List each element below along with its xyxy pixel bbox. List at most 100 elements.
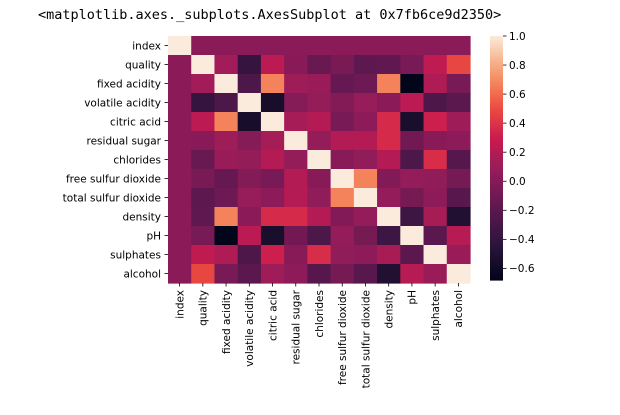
- column-label: free sulfur dioxide: [337, 290, 349, 385]
- heatmap-cell: [284, 36, 308, 56]
- column-label: pH: [407, 290, 419, 305]
- colorbar-segment: [490, 257, 503, 261]
- heatmap-cell: [260, 36, 285, 56]
- colorbar-tick-label: 0.4: [509, 118, 526, 130]
- colorbar-segment: [490, 269, 503, 273]
- heatmap-cells: [168, 36, 471, 284]
- heatmap-cell: [446, 131, 471, 151]
- colorbar-segment: [490, 107, 503, 110]
- heatmap-cell: [446, 36, 471, 56]
- colorbar-segment: [490, 54, 503, 57]
- heatmap-cell: [168, 188, 192, 208]
- column-label: index: [174, 290, 186, 319]
- heatmap-cell: [423, 245, 448, 265]
- heatmap-cell: [400, 36, 425, 56]
- heatmap-cell: [353, 245, 378, 265]
- colorbar-segment: [490, 97, 503, 100]
- heatmap-cell: [214, 207, 239, 227]
- heatmap-cell: [400, 226, 425, 246]
- colorbar-segment: [490, 84, 503, 88]
- colorbar-segment: [490, 74, 503, 78]
- heatmap-cell: [377, 93, 401, 113]
- heatmap-cell: [446, 169, 471, 189]
- colorbar-segment: [490, 90, 503, 94]
- column-label: volatile acidity: [244, 290, 256, 367]
- colorbar-segment: [490, 174, 503, 177]
- colorbar-segment: [490, 231, 503, 234]
- heatmap-cell: [214, 150, 239, 170]
- colorbar-segment: [490, 99, 503, 102]
- row-label: sulphates: [110, 249, 161, 261]
- heatmap-cell: [307, 55, 332, 75]
- heatmap-cell: [353, 74, 378, 94]
- colorbar-segment: [490, 119, 503, 122]
- colorbar-tick-label: −0.6: [509, 263, 535, 275]
- heatmap-cell: [168, 150, 192, 170]
- colorbar-segment: [490, 139, 503, 143]
- colorbar-segment: [490, 247, 503, 251]
- colorbar-segment: [490, 66, 503, 70]
- colorbar-segment: [490, 143, 503, 147]
- heatmap-cell: [400, 150, 425, 170]
- heatmap-cell: [260, 207, 285, 227]
- heatmap-cell: [377, 264, 401, 284]
- heatmap-cell: [260, 245, 285, 265]
- colorbar-segment: [490, 208, 503, 212]
- colorbar-segment: [490, 206, 503, 210]
- heatmap-cell: [191, 245, 216, 265]
- heatmap-cell: [377, 188, 401, 208]
- colorbar-segment: [490, 111, 503, 114]
- colorbar-segment: [490, 271, 503, 275]
- heatmap-cell: [377, 169, 401, 189]
- colorbar-segment: [490, 82, 503, 86]
- heatmap-cell: [284, 245, 308, 265]
- colorbar-segment: [490, 105, 503, 108]
- heatmap-cell: [400, 55, 425, 75]
- colorbar-segment: [490, 141, 503, 145]
- heatmap-cell: [168, 93, 192, 113]
- heatmap-cell: [168, 207, 192, 227]
- heatmap-cell: [214, 112, 239, 132]
- heatmap-cell: [400, 74, 425, 94]
- heatmap-cell: [284, 131, 308, 151]
- heatmap-cell: [423, 93, 448, 113]
- colorbar-segment: [490, 259, 503, 263]
- colorbar-segment: [490, 277, 503, 281]
- heatmap-cell: [307, 131, 332, 151]
- heatmap-cell: [260, 264, 285, 284]
- colorbar-segment: [490, 113, 503, 116]
- colorbar-segment: [490, 58, 503, 61]
- heatmap-cell: [423, 150, 448, 170]
- colorbar-segment: [490, 92, 503, 96]
- heatmap-cell: [330, 112, 355, 132]
- colorbar-segment: [490, 172, 503, 175]
- heatmap-cell: [446, 188, 471, 208]
- heatmap-cell: [168, 245, 192, 265]
- colorbar-segment: [490, 241, 503, 244]
- heatmap-cell: [307, 226, 332, 246]
- heatmap-cell: [237, 93, 262, 113]
- colorbar-segment: [490, 40, 503, 43]
- heatmap-cell: [214, 169, 239, 189]
- colorbar-segment: [490, 44, 503, 47]
- colorbar-segment: [490, 127, 503, 131]
- colorbar-segment: [490, 245, 503, 249]
- heatmap-cell: [353, 55, 378, 75]
- heatmap-cell: [423, 112, 448, 132]
- colorbar-tick-label: 0.8: [509, 60, 526, 72]
- colorbar-segment: [490, 158, 503, 161]
- colorbar-segment: [490, 200, 503, 204]
- colorbar-segment: [490, 168, 503, 171]
- heatmap-cell: [353, 93, 378, 113]
- heatmap-cell: [237, 226, 262, 246]
- colorbar-segment: [490, 64, 503, 68]
- colorbar-segment: [490, 68, 503, 72]
- colorbar-segment: [490, 131, 503, 135]
- colorbar-segment: [490, 253, 503, 257]
- heatmap-cell: [377, 55, 401, 75]
- heatmap-cell: [168, 55, 192, 75]
- colorbar-segment: [490, 56, 503, 59]
- heatmap-cell: [237, 264, 262, 284]
- heatmap-cell: [191, 131, 216, 151]
